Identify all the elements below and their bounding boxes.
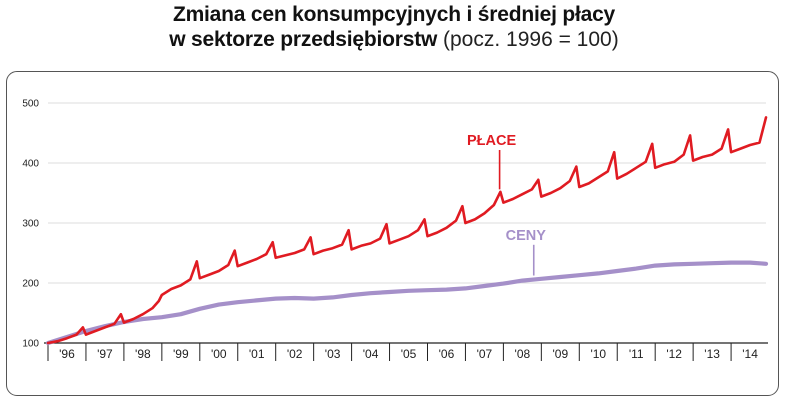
title-line-1: Zmiana cen konsumpcyjnych i średniej pła… xyxy=(172,3,616,26)
x-tick-label: '11 xyxy=(629,347,644,361)
x-tick-label: '99 xyxy=(173,347,189,361)
x-tick-label: '13 xyxy=(704,347,720,361)
title-line-2-bold: w sektorze przedsiębiorstw xyxy=(169,28,438,51)
x-tick-label: '03 xyxy=(325,347,341,361)
x-tick-label: '09 xyxy=(552,347,568,361)
y-tick-label: 300 xyxy=(22,219,39,230)
chart-panel: 100 200 300 400 500 '96 '97 '98 '99 '00 '01 '02 '03 '… xyxy=(6,71,779,396)
x-tick-label: '07 xyxy=(477,347,493,361)
x-tick-label: '05 xyxy=(401,347,417,361)
title-line-2-subtitle: (pocz. 1996 = 100) xyxy=(437,28,619,51)
x-tick-label: '01 xyxy=(249,347,265,361)
x-tick-label: '04 xyxy=(363,347,379,361)
x-tick-label: '02 xyxy=(287,347,303,361)
series-label-place: PŁACE xyxy=(467,133,516,149)
y-tick-label: 200 xyxy=(22,279,39,290)
x-tick-label: '10 xyxy=(590,347,606,361)
chart-title: Zmiana cen konsumpcyjnych i średniej pła… xyxy=(0,0,788,62)
x-tick-label: '14 xyxy=(742,347,758,361)
y-tick-label: 500 xyxy=(22,99,39,110)
series-line-place xyxy=(46,116,768,345)
y-tick-label: 100 xyxy=(22,339,39,350)
line-chart: 100 200 300 400 500 '96 '97 '98 '99 '00 '01 '02 '03 '… xyxy=(22,99,769,361)
x-tick-label: '06 xyxy=(439,347,455,361)
x-tick-label: '08 xyxy=(515,347,531,361)
x-tick-label: '98 xyxy=(135,347,151,361)
y-tick-label: 400 xyxy=(22,159,39,170)
x-tick-label: '00 xyxy=(211,347,227,361)
x-tick-label: '12 xyxy=(666,347,682,361)
x-tick-label: '96 xyxy=(59,347,75,361)
series-line-ceny xyxy=(45,260,769,346)
title-line-2: w sektorze przedsiębiorstw (pocz. 1996 =… xyxy=(0,28,788,52)
series-label-ceny: CENY xyxy=(506,228,547,244)
x-tick-label: '97 xyxy=(97,347,113,361)
